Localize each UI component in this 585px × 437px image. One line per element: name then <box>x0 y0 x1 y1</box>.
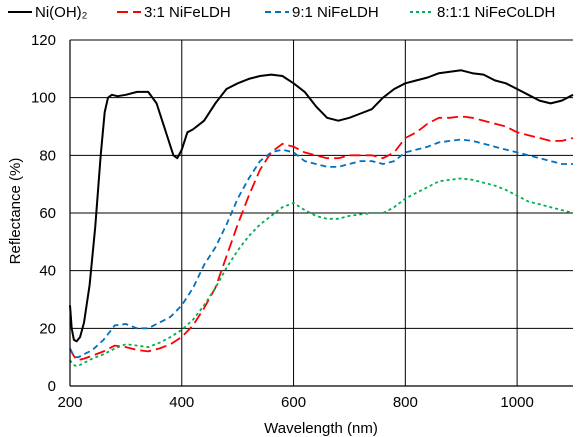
grid-lines <box>70 39 573 386</box>
y-tick-label: 80 <box>39 147 56 164</box>
tick-labels: 200 400 600 800 1000 0 20 40 60 80 100 120 <box>31 32 534 411</box>
y-tick-label: 20 <box>39 320 56 337</box>
x-tick-label: 1000 <box>500 394 533 411</box>
legend-label: 3:1 NiFeLDH <box>144 4 231 21</box>
x-tick-label: 800 <box>393 394 418 411</box>
series-line-9-1-nifeldh <box>69 138 573 359</box>
legend-label: 8:1:1 NiFeCoLDH <box>437 4 555 21</box>
x-tick-label: 400 <box>169 394 194 411</box>
axes <box>69 40 573 387</box>
y-axis-title: Reflectance (%) <box>7 158 24 265</box>
y-tick-label: 120 <box>31 32 56 49</box>
x-tick-label: 200 <box>57 394 82 411</box>
y-tick-label: 0 <box>48 378 56 395</box>
y-tick-label: 60 <box>39 205 56 222</box>
legend-label: 9:1 NiFeLDH <box>292 4 379 21</box>
legend-label: Ni(OH)₂ <box>35 4 88 21</box>
series-line-8-1-1-nifecoldh <box>69 177 574 367</box>
series-line-3-1-nifeldh <box>69 115 574 361</box>
legend: Ni(OH)₂ 3:1 NiFeLDH 9:1 NiFeLDH 8:1:1 NiFeC… <box>8 4 555 21</box>
y-tick-label: 40 <box>39 263 56 280</box>
x-axis-title: Wavelength (nm) <box>264 420 378 437</box>
y-tick-label: 100 <box>31 90 56 107</box>
series-lines <box>69 69 574 367</box>
x-tick-label: 600 <box>281 394 306 411</box>
series-line-nioh2 <box>69 69 574 343</box>
